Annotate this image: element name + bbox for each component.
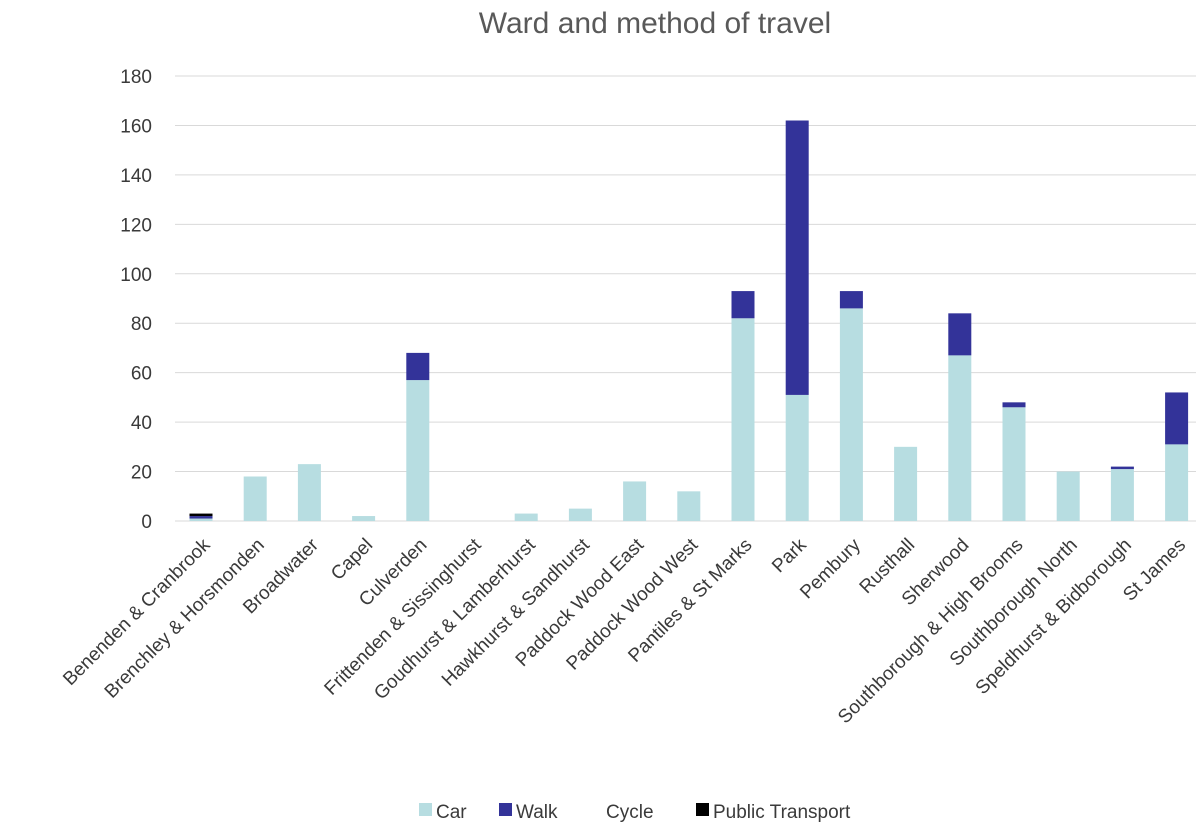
bar-segment-car — [352, 516, 376, 521]
bar-segment-car — [189, 518, 213, 521]
bar-segment-walk — [839, 291, 863, 309]
bar-segment-car — [948, 355, 972, 521]
bars — [189, 120, 1189, 521]
bar-segment-public-transport — [189, 513, 213, 517]
bar-segment-walk — [406, 352, 430, 381]
y-tick-label: 140 — [120, 166, 152, 187]
bar-segment-car — [894, 446, 918, 521]
bar-segment-car — [568, 508, 592, 521]
bar-segment-car — [297, 464, 321, 521]
bar-segment-car — [623, 481, 647, 521]
legend-swatch — [696, 803, 709, 816]
y-axis-ticks: 0 20 40 60 80 100 120 140 160 180 — [120, 67, 152, 533]
legend-swatch — [589, 803, 602, 816]
legend-swatch — [499, 803, 512, 816]
bar-segment-car — [731, 318, 755, 521]
y-tick-label: 20 — [131, 463, 152, 484]
x-tick-label: Park — [768, 534, 811, 577]
bar-segment-car — [1165, 444, 1189, 521]
bar-segment-car — [1056, 471, 1080, 521]
y-tick-label: 40 — [131, 413, 152, 434]
gridlines — [175, 75, 1196, 522]
bar-segment-car — [1002, 407, 1026, 521]
legend-label: Walk — [516, 802, 558, 823]
bar-segment-walk — [1110, 466, 1134, 470]
bar-segment-car — [677, 491, 701, 521]
bar-segment-car — [785, 394, 809, 521]
legend-swatch — [419, 803, 432, 816]
bar-segment-walk — [785, 120, 809, 395]
bar-segment-car — [839, 308, 863, 521]
x-tick-label: Pembury — [796, 534, 865, 603]
y-tick-label: 100 — [120, 265, 152, 286]
chart-title: Ward and method of travel — [479, 7, 831, 40]
bar-segment-walk — [948, 313, 972, 356]
y-tick-label: 180 — [120, 67, 152, 88]
x-tick-label: Capel — [327, 535, 377, 585]
y-tick-label: 60 — [131, 364, 152, 385]
bar-segment-walk — [1165, 392, 1189, 445]
bar-segment-walk — [189, 516, 213, 519]
bar-segment-car — [514, 513, 538, 521]
legend-label: Cycle — [606, 802, 654, 823]
legend-label: Car — [436, 802, 467, 823]
y-tick-label: 120 — [120, 215, 152, 236]
legend-label: Public Transport — [713, 802, 851, 823]
legend: Car Walk Cycle Public Transport — [419, 802, 851, 823]
y-tick-label: 80 — [131, 314, 152, 335]
bar-segment-car — [406, 380, 430, 521]
bar-segment-walk — [1002, 402, 1026, 408]
bar-segment-car — [243, 476, 267, 521]
y-tick-label: 160 — [120, 116, 152, 137]
y-tick-label: 0 — [141, 512, 152, 533]
bar-segment-car — [1110, 469, 1134, 521]
bar-segment-walk — [731, 291, 755, 319]
